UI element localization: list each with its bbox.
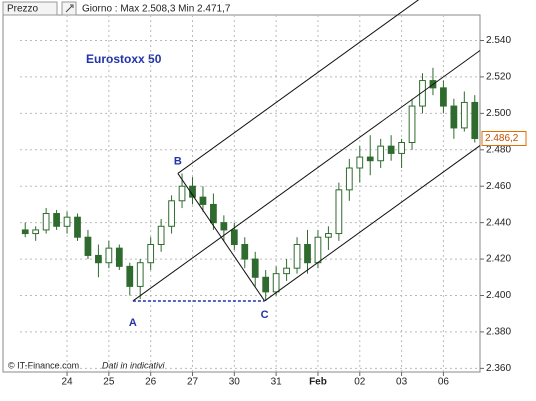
candle-body (345, 167, 353, 191)
candle-body (440, 87, 447, 107)
pivot-label: A (129, 317, 137, 329)
pitchfork-lower (264, 145, 481, 302)
header: Prezzo (7, 4, 39, 15)
x-tick-label: 27 (187, 377, 199, 388)
x-tick-label: 02 (354, 377, 366, 388)
x-tick-label: 24 (61, 377, 73, 388)
candle-body (377, 145, 385, 162)
y-tick-label: 2.460 (486, 181, 511, 192)
x-tick-label: 31 (271, 377, 283, 388)
y-tick-label: 2.400 (486, 290, 511, 301)
candle-body (42, 213, 50, 231)
candle-body (105, 247, 113, 264)
x-tick-label: 25 (103, 377, 115, 388)
candle-body (147, 244, 155, 264)
candle-body (126, 265, 134, 287)
candle-body (293, 244, 301, 269)
y-tick-label: 2.360 (486, 363, 511, 374)
candle-body (450, 105, 458, 129)
x-tick-label: 03 (396, 377, 408, 388)
candle-body (230, 229, 238, 246)
plot-frame (2, 14, 481, 373)
candle-body (241, 244, 249, 260)
chart-title: Eurostoxx 50 (86, 52, 162, 66)
y-tick-label: 2.520 (486, 72, 511, 83)
candle-body (251, 258, 259, 278)
candle-body (115, 247, 123, 267)
y-tick-label: 2.500 (486, 108, 511, 119)
x-tick-label: 30 (229, 377, 241, 388)
x-tick-label: 06 (438, 377, 450, 388)
x-tick-label: Feb (309, 377, 327, 388)
candle-body (53, 213, 60, 227)
candle-body (283, 267, 290, 275)
y-tick-label: 2.440 (486, 217, 511, 228)
y-tick-label: 2.480 (486, 144, 511, 155)
candle-body (157, 225, 165, 246)
candle-body (220, 222, 228, 231)
pivot-label: B (174, 155, 182, 167)
candle-body (32, 229, 40, 235)
y-tick-label: 2.420 (486, 254, 511, 265)
candle-body (95, 254, 102, 264)
last-price-label: 2.486,2 (485, 133, 519, 144)
candle-body (460, 101, 468, 129)
candle-body (419, 80, 426, 107)
candle-body (84, 236, 92, 256)
candle-body (210, 203, 217, 224)
candle-body (168, 200, 175, 227)
candle-body (136, 262, 144, 287)
pitchfork-upper (177, 0, 420, 174)
candle-body (262, 276, 270, 293)
candle-body (335, 189, 343, 235)
pitchfork-median (132, 50, 481, 302)
candle-body (74, 216, 81, 238)
candle-body (408, 105, 416, 143)
candle-body (387, 145, 395, 154)
candle-body (471, 101, 479, 139)
footer-note: Dati in indicativi (102, 360, 166, 370)
candle-body (178, 185, 186, 202)
subtitle: Giorno : Max 2.508,3 Min 2.471,7 (82, 4, 231, 15)
candle-body (199, 196, 207, 205)
candle-body (314, 236, 322, 264)
y-tick-label: 2.380 (486, 327, 511, 338)
pivot-bc-line (177, 173, 266, 302)
candle-body (21, 229, 29, 235)
candle-body (325, 233, 332, 238)
candle-body (356, 156, 364, 169)
candle-body (63, 216, 71, 227)
x-tick-label: 26 (145, 377, 157, 388)
header-box[interactable] (2, 1, 58, 16)
last-price-tag (481, 130, 527, 146)
candle-body (304, 244, 311, 264)
candle-body (189, 185, 196, 198)
wrench-icon (65, 4, 74, 13)
candle-body (366, 156, 374, 162)
candle-body (398, 142, 405, 154)
footer-source: © IT-Finance.com (8, 360, 79, 370)
y-tick-label: 2.540 (486, 35, 511, 46)
candle-body (272, 273, 280, 293)
pivot-label: C (261, 309, 269, 321)
